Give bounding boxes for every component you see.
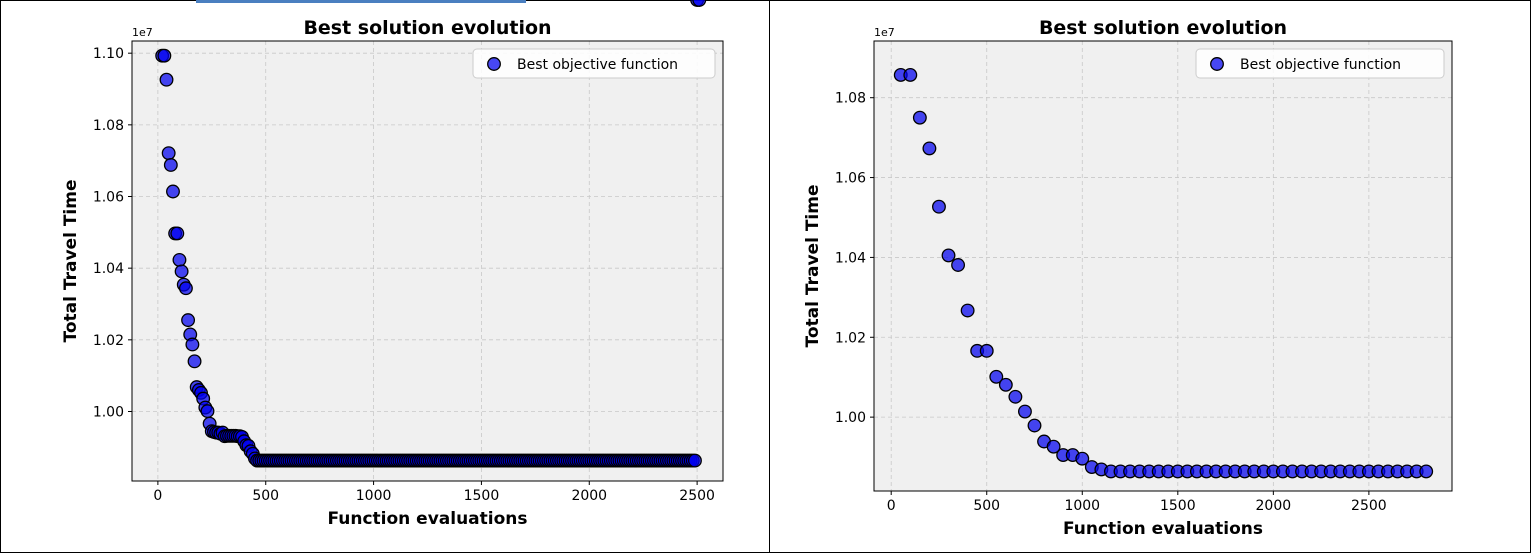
data-point [989,369,1004,384]
legend-label: Best objective function [517,57,678,73]
y-axis-label: Total Travel Time [61,180,81,343]
x-tick-label: 1000 [356,488,392,504]
data-point [1075,451,1090,466]
data-point [1419,464,1434,479]
legend-box [472,48,716,79]
chart-title: Best solution evolution [303,17,551,39]
data-point [932,199,946,214]
y-axis-label: Total Travel Time [803,185,823,348]
data-point [163,158,178,172]
x-tick-label: 1000 [1064,498,1100,514]
x-axis-label: Function evaluations [327,509,527,529]
cropped-caption-strip [196,0,526,3]
x-tick-label: 2000 [571,488,607,504]
legend-marker [487,57,501,71]
legend-marker [1210,57,1224,71]
data-point [157,48,172,63]
data-point [187,354,202,369]
data-point [912,110,927,125]
data-point [172,252,187,267]
data-point [174,264,189,279]
y-tick-label: 1.08 [835,91,866,107]
plot-area [132,41,723,481]
plot-area [874,41,1452,491]
data-point [159,72,174,87]
axes-frame [131,40,724,482]
y-tick-label: 1.06 [93,190,124,206]
y-tick-label: 1.02 [835,330,866,346]
data-point [1046,439,1061,454]
data-point [1017,404,1032,419]
chart-right: 0 500 1000 1500 2000 2500 1.00 1.02 1.04 1.06 1.08… [803,17,1453,539]
y-tick-label: 1.02 [93,333,124,349]
data-point [951,258,966,272]
data-point [903,67,918,82]
x-tick-label: 2500 [1351,498,1387,514]
data-point [688,453,702,468]
chart-left: 0 500 1000 1500 2000 2500 1.00 1.02 1.04 1.06 1.08… [61,0,724,529]
data-point [1008,389,1023,404]
data-point [161,146,176,161]
data-point [200,404,215,419]
x-tick-label: 2000 [1256,498,1292,514]
panel-divider [769,0,770,553]
x-tick-label: 2500 [679,488,715,504]
data-point [170,226,185,241]
chart-title: Best solution evolution [1039,17,1287,39]
data-point [941,248,956,263]
x-tick-label: 0 [887,498,896,514]
legend-box [1195,48,1445,79]
y-offset-label: 1e7 [132,26,153,39]
y-tick-label: 1.06 [835,171,866,187]
x-tick-label: 500 [973,498,1000,514]
y-tick-label: 1.00 [93,404,124,420]
data-point [1027,418,1042,433]
y-tick-label: 1.04 [835,250,866,266]
data-point [166,184,180,199]
y-tick-label: 1.00 [835,410,866,426]
y-tick-label: 1.08 [93,118,124,134]
data-point [185,337,200,352]
data-point [998,377,1013,392]
data-point [181,313,196,328]
x-tick-label: 1500 [1160,498,1196,514]
y-tick-label: 1.04 [93,261,124,277]
data-point [692,0,707,7]
data-point [922,141,937,156]
data-point [979,343,994,358]
axes-frame [873,40,1453,492]
y-offset-label: 1e7 [874,26,895,39]
x-axis-label: Function evaluations [1063,519,1263,539]
data-point [960,303,975,318]
data-point [178,281,193,296]
y-tick-label: 1.10 [93,46,124,62]
x-tick-label: 0 [153,488,162,504]
x-tick-label: 500 [252,488,279,504]
x-tick-label: 1500 [464,488,500,504]
legend-label: Best objective function [1240,57,1401,73]
